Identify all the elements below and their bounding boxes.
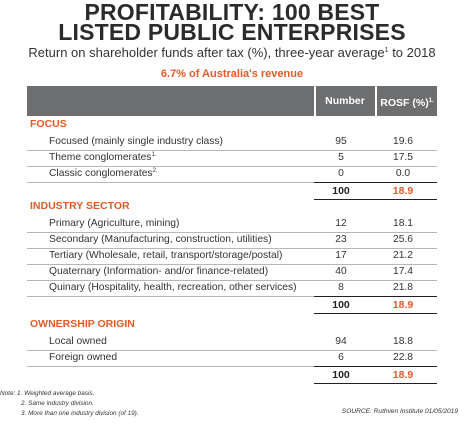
row-rosf: 22.8	[392, 352, 414, 363]
total-number: 100	[332, 369, 350, 381]
table-row: Local owned 94 18.8	[27, 336, 437, 352]
footnote-2: 2. Same industry division.	[21, 400, 94, 407]
row-rosf: 17.4	[392, 266, 414, 277]
footnotes: Note: 1. Weighted average basis. 2. Same…	[0, 389, 139, 419]
row-label-text: Classic conglomerates	[49, 168, 153, 179]
total-rosf: 18.9	[392, 369, 414, 381]
row-number: 8	[338, 282, 344, 293]
row-number: 94	[335, 336, 347, 347]
row-divider	[27, 296, 437, 297]
subtitle-footnote-mark: 1	[384, 47, 389, 54]
total-rule	[314, 182, 437, 183]
table-row: Tertiary (Wholesale, retail, transport/s…	[27, 250, 437, 266]
row-label: Secondary (Manufacturing, construction, …	[49, 234, 272, 245]
row-label-text: Theme conglomerates	[49, 152, 152, 163]
row-label: Quinary (Hospitality, health, recreation…	[49, 282, 297, 293]
subtitle: Return on shareholder funds after tax (%…	[0, 45, 464, 60]
row-label: Quaternary (Information- and/or finance-…	[49, 266, 268, 277]
row-label: Theme conglomerates1.	[49, 152, 156, 163]
row-divider	[27, 350, 437, 351]
row-divider	[27, 248, 437, 249]
row-number: 5	[338, 152, 344, 163]
column-header-rosf-text: ROSF (%)	[380, 97, 429, 109]
column-header-rosf-footnote: 1.	[428, 98, 434, 104]
row-label-text: Focused (mainly single industry class)	[49, 136, 223, 147]
row-number: 40	[335, 266, 347, 277]
total-rosf: 18.9	[392, 185, 414, 197]
table-row: Primary (Agriculture, mining) 12 18.1	[27, 218, 437, 234]
section-heading: FOCUS	[30, 118, 67, 130]
total-rule	[314, 383, 437, 384]
footnote-3: 3. More than one industry division (of 1…	[21, 410, 139, 417]
row-rosf: 18.8	[392, 336, 414, 347]
table-row: Focused (mainly single industry class) 95…	[27, 136, 437, 152]
total-rule	[314, 199, 437, 200]
table-row: Foreign owned 6 22.8	[27, 352, 437, 368]
row-divider	[27, 264, 437, 265]
row-footnote-mark: 2.	[152, 168, 158, 174]
row-label-text: Foreign owned	[49, 352, 118, 363]
row-label: Foreign owned	[49, 352, 117, 363]
subtitle-end: to 2018	[388, 45, 436, 60]
section-heading: OWNERSHIP ORIGIN	[30, 318, 135, 330]
row-divider	[27, 232, 437, 233]
row-label: Classic conglomerates2.	[49, 168, 158, 179]
table-row: Secondary (Manufacturing, construction, …	[27, 234, 437, 250]
total-number: 100	[332, 299, 350, 311]
row-rosf: 0.0	[395, 168, 411, 179]
row-rosf: 25.6	[392, 234, 414, 245]
column-separator	[314, 86, 316, 116]
footnote-1: Note: 1. Weighted average basis.	[0, 390, 95, 397]
table-row: Quaternary (Information- and/or finance-…	[27, 266, 437, 282]
row-divider	[27, 182, 437, 183]
table-row: Theme conglomerates1. 5 17.5	[27, 152, 437, 168]
row-label-text: Quaternary (Information- and/or finance-…	[49, 266, 269, 277]
table-row: Classic conglomerates2. 0 0.0	[27, 168, 437, 184]
row-rosf: 21.8	[392, 282, 414, 293]
row-label-text: Quinary (Hospitality, health, recreation…	[49, 282, 297, 293]
row-rosf: 17.5	[392, 152, 414, 163]
title-line-2: LISTED PUBLIC ENTERPRISES	[58, 19, 406, 45]
row-label-text: Tertiary (Wholesale, retail, transport/s…	[49, 250, 283, 261]
row-number: 17	[335, 250, 347, 261]
row-rosf: 19.6	[392, 136, 414, 147]
row-divider	[27, 150, 437, 151]
subtitle-text: Return on shareholder funds after tax (%…	[28, 45, 385, 60]
row-label-text: Secondary (Manufacturing, construction, …	[49, 234, 272, 245]
source-credit: SOURCE: Ruthven Institute 01/05/2019	[341, 408, 458, 415]
row-rosf: 21.2	[392, 250, 414, 261]
row-divider	[27, 366, 437, 367]
table-header: Number ROSF (%)1.	[27, 86, 437, 116]
total-rosf: 18.9	[392, 299, 414, 311]
row-label: Local owned	[49, 336, 107, 347]
column-header-number: Number	[325, 95, 365, 107]
row-number: 0	[338, 168, 344, 179]
total-rule	[314, 313, 437, 314]
total-number: 100	[332, 185, 350, 197]
row-label-text: Local owned	[49, 336, 107, 347]
total-rule	[314, 296, 437, 297]
row-divider	[27, 166, 437, 167]
column-header-rosf: ROSF (%)1.	[377, 86, 437, 116]
total-rule	[314, 366, 437, 367]
row-label-text: Primary (Agriculture, mining)	[49, 218, 180, 229]
row-number: 6	[338, 352, 344, 363]
tagline: 6.7% of Australia's revenue	[160, 68, 304, 80]
row-number: 95	[335, 136, 347, 147]
column-separator	[375, 86, 377, 116]
row-footnote-mark: 1.	[151, 152, 157, 158]
table-row: Quinary (Hospitality, health, recreation…	[27, 282, 437, 298]
row-label: Primary (Agriculture, mining)	[49, 218, 179, 229]
row-number: 12	[335, 218, 347, 229]
row-label: Focused (mainly single industry class)	[49, 136, 223, 147]
section-heading: INDUSTRY SECTOR	[30, 200, 130, 212]
row-divider	[27, 280, 437, 281]
row-rosf: 18.1	[392, 218, 414, 229]
row-label: Tertiary (Wholesale, retail, transport/s…	[49, 250, 283, 261]
row-number: 23	[335, 234, 347, 245]
title-line-1: PROFITABILITY: 100 BEST	[84, 0, 380, 25]
